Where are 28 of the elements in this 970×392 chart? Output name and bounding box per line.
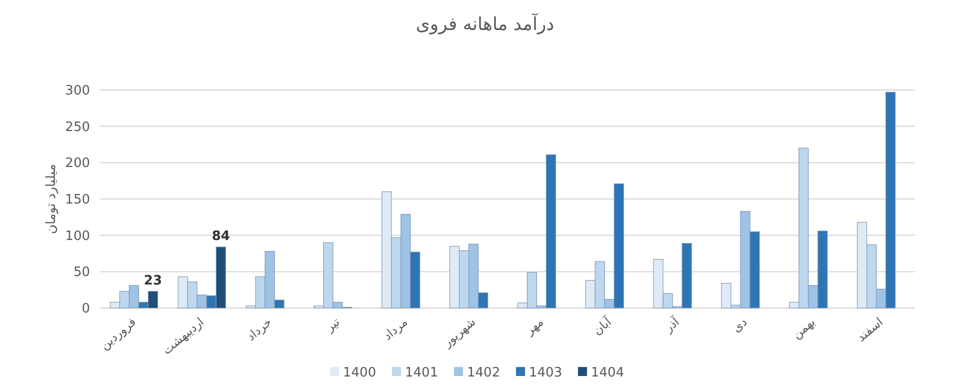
x-tick-label: بهمن <box>790 314 818 342</box>
y-tick-label: 150 <box>65 192 90 208</box>
x-tick-label: مرداد <box>380 314 410 343</box>
y-tick-label: 50 <box>73 265 90 280</box>
y-axis-title: میلیارد تومان <box>44 164 59 234</box>
x-tick-label: شهریور <box>440 314 478 350</box>
y-tick-label: 250 <box>65 120 90 135</box>
chart-title: درآمد ماهانه فروی <box>416 13 554 35</box>
x-tick-label: تیر <box>322 314 342 335</box>
x-tick-label: خرداد <box>244 314 274 344</box>
x-tick-label: مهر <box>522 314 546 338</box>
x-tick-label: فروردین <box>98 314 139 352</box>
y-tick-label: 300 <box>65 84 90 99</box>
legend-label: 1403 <box>529 366 562 381</box>
y-tick-label: 100 <box>65 228 90 244</box>
data-label: 23 <box>144 273 162 288</box>
y-tick-label: 0 <box>82 302 90 317</box>
x-tick-label: اسفند <box>854 314 886 344</box>
data-label: 84 <box>212 228 230 244</box>
legend-label: 1401 <box>405 366 438 381</box>
x-tick-label: دی <box>730 314 750 335</box>
legend-label: 1400 <box>343 366 376 381</box>
x-tick-label: آذر <box>660 314 682 336</box>
x-tick-label: آبان <box>590 314 615 338</box>
y-tick-label: 200 <box>65 156 90 172</box>
x-tick-label: اردیبهشت <box>160 314 207 358</box>
legend-label: 1402 <box>467 366 500 381</box>
legend-label: 1404 <box>591 366 624 381</box>
